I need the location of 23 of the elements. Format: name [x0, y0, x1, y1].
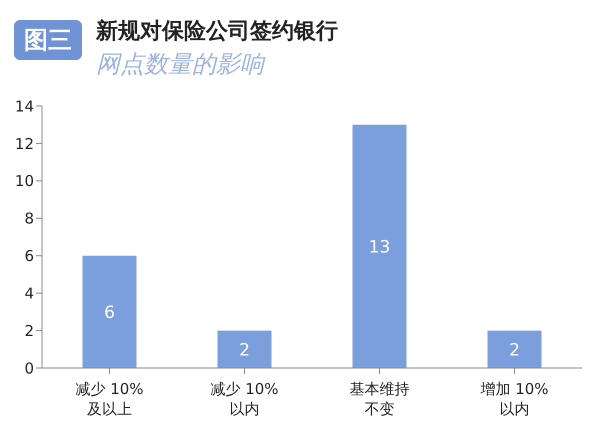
bar	[488, 330, 542, 368]
y-tick-label: 10	[14, 172, 34, 190]
y-tick-label: 14	[14, 97, 34, 116]
chart-title: 新规对保险公司签约银行	[96, 17, 338, 46]
data-label: 13	[368, 237, 390, 258]
bar	[352, 124, 406, 368]
x-tick-label: 基本维持不变	[350, 380, 410, 418]
x-tick-label: 减少 10%以内	[210, 380, 279, 418]
y-tick-label: 0	[24, 359, 34, 378]
data-label: 6	[104, 302, 115, 323]
y-tick-label: 8	[24, 210, 34, 228]
data-label: 2	[509, 340, 520, 360]
y-tick-label: 6	[24, 247, 34, 266]
y-tick-label: 2	[24, 322, 34, 340]
bar	[82, 256, 136, 368]
text: 图三	[14, 20, 82, 60]
y-tick-label: 4	[24, 284, 34, 302]
bar	[218, 330, 272, 368]
x-tick-label: 减少 10%及以上	[75, 380, 144, 418]
y-tick-label: 12	[14, 134, 34, 153]
x-tick-label: 增加 10%以内	[479, 380, 549, 418]
data-label: 2	[239, 340, 250, 360]
chart-subtitle: 网点数量的影响	[96, 49, 266, 80]
